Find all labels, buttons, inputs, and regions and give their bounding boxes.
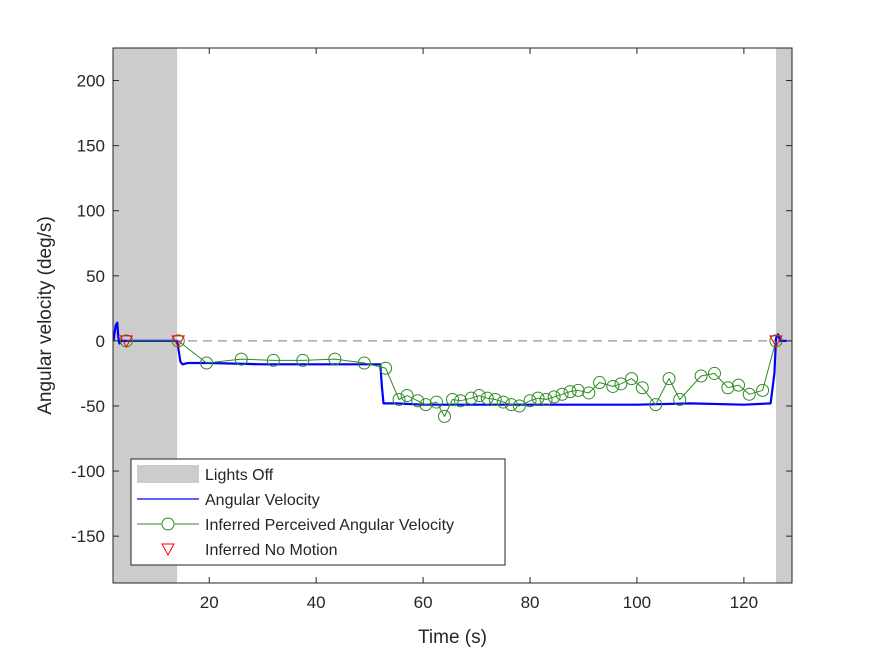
perceived-velocity-point [694, 369, 708, 383]
perceived-velocity-point [582, 386, 596, 400]
perceived-velocity-point [531, 391, 545, 405]
perceived-velocity-point [488, 392, 502, 406]
legend-perceived-marker [161, 517, 175, 531]
perceived-velocity-point [392, 392, 406, 406]
perceived-velocity-point [756, 383, 770, 397]
perceived-velocity-point [411, 394, 425, 408]
y-tick-label: 200 [77, 72, 105, 91]
perceived-velocity-point [266, 353, 280, 367]
y-tick-label: 50 [86, 267, 105, 286]
perceived-velocity-point [547, 390, 561, 404]
legend-lights-off-swatch [137, 465, 199, 483]
perceived-velocity-point [429, 395, 443, 409]
y-tick-label: -50 [80, 397, 105, 416]
x-tick-label: 20 [200, 593, 219, 612]
perceived-velocity-point [707, 366, 721, 380]
axis-ticks: 20 40 60 80 100 120 200 150 100 50 0 -50 -100 -150 [71, 48, 792, 612]
perceived-velocity-point [673, 392, 687, 406]
legend: Lights Off Angular Velocity Inferred Perce… [130, 458, 506, 566]
perceived-velocity-point [234, 352, 248, 366]
perceived-velocity-point [625, 372, 639, 386]
legend-no-motion-marker [161, 543, 175, 557]
perceived-velocity-point [504, 398, 518, 412]
lights-off-region [775, 48, 792, 583]
x-axis-label: Time (s) [418, 627, 487, 648]
no-motion-point [171, 335, 186, 348]
perceived-velocity-point [732, 378, 746, 392]
no-motion-point [769, 335, 783, 348]
perceived-velocity-point [555, 387, 569, 401]
perceived-velocity-point [512, 399, 526, 413]
x-tick-label: 120 [730, 593, 758, 612]
perceived-velocity-point [523, 394, 537, 408]
legend-label: Inferred Perceived Angular Velocity [205, 517, 454, 534]
perceived-velocity-point [400, 389, 414, 403]
legend-label: Inferred No Motion [205, 542, 338, 559]
perceived-velocity-point [472, 389, 486, 403]
x-tick-label: 40 [307, 593, 326, 612]
y-tick-label: 150 [77, 137, 105, 156]
perceived-velocity-point [446, 392, 459, 406]
y-tick-label: 100 [77, 202, 105, 221]
perceived-velocity-point [614, 377, 628, 391]
x-tick-label: 80 [521, 593, 540, 612]
perceived-velocity-point [571, 383, 585, 397]
y-tick-label: 0 [96, 332, 105, 351]
perceived-velocity-point [563, 385, 577, 399]
perceived-velocity-point [635, 381, 649, 395]
y-tick-label: -100 [71, 462, 105, 481]
perceived-velocity-point [480, 391, 494, 405]
legend-label: Angular Velocity [205, 492, 320, 509]
perceived-velocity-line [126, 340, 777, 417]
perceived-velocity-point [379, 361, 393, 375]
x-tick-label: 100 [623, 593, 651, 612]
perceived-velocity-point [454, 394, 468, 408]
perceived-velocity-point [496, 395, 510, 409]
y-axis-label: Angular velocity (deg/s) [35, 216, 56, 415]
perceived-velocity-point [742, 387, 756, 401]
perceived-velocity-point [606, 379, 620, 393]
axes-box [112, 47, 793, 584]
perceived-velocity-point [539, 392, 553, 406]
legend-label: Lights Off [205, 467, 274, 484]
x-tick-label: 60 [414, 593, 433, 612]
perceived-velocity-point [328, 352, 342, 366]
perceived-velocity-point [419, 398, 433, 412]
perceived-velocity-point [464, 391, 478, 405]
plot-series [112, 321, 787, 423]
perceived-velocity-point [357, 356, 371, 370]
y-tick-label: -150 [71, 527, 105, 546]
perceived-velocity-point [296, 353, 310, 367]
perceived-velocity-point [662, 372, 676, 386]
perceived-velocity-point [721, 381, 735, 395]
perceived-velocity-point [649, 398, 663, 412]
perceived-velocity-point [593, 376, 607, 390]
perceived-velocity-point [437, 409, 451, 423]
perceived-velocity-point [200, 356, 214, 370]
no-motion-point [119, 335, 134, 348]
